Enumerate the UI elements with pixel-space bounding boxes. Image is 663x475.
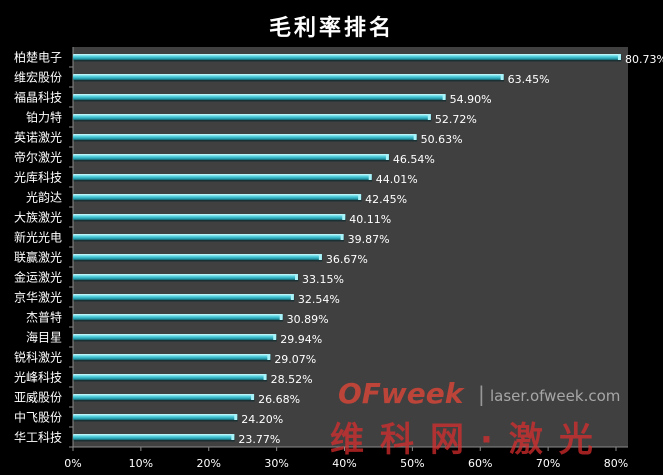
bar bbox=[73, 94, 446, 100]
x-tick-label: 10% bbox=[129, 457, 153, 470]
bar-cap bbox=[427, 114, 431, 120]
category-label: 锐科激光 bbox=[14, 351, 62, 365]
bar-cap bbox=[385, 154, 389, 160]
value-label: 63.45% bbox=[508, 73, 550, 86]
bar bbox=[73, 334, 277, 340]
bar-cap bbox=[267, 354, 271, 360]
value-label: 52.72% bbox=[435, 113, 477, 126]
category-label: 柏楚电子 bbox=[14, 50, 62, 65]
bar-cap bbox=[500, 74, 504, 80]
category-label: 维宏股份 bbox=[14, 70, 62, 85]
value-label: 54.90% bbox=[450, 93, 492, 106]
bar bbox=[73, 54, 621, 60]
category-label: 英诺激光 bbox=[14, 131, 62, 145]
bar bbox=[73, 414, 238, 420]
bar-cap bbox=[340, 234, 344, 240]
x-tick-label: 20% bbox=[197, 457, 221, 470]
x-tick-label: 0% bbox=[64, 457, 81, 470]
category-label: 新光光电 bbox=[14, 230, 62, 245]
category-label: 联赢激光 bbox=[14, 250, 62, 265]
bar-cap bbox=[442, 94, 446, 100]
bar bbox=[73, 274, 299, 280]
value-label: 80.73% bbox=[625, 53, 663, 66]
x-tick-label: 30% bbox=[264, 457, 288, 470]
bar-cap bbox=[368, 174, 372, 180]
x-tick-label: 80% bbox=[604, 457, 628, 470]
category-label: 中飞股份 bbox=[14, 410, 62, 425]
x-tick-label: 60% bbox=[468, 457, 492, 470]
bar bbox=[73, 394, 255, 400]
value-label: 29.07% bbox=[274, 353, 316, 366]
bar-cap bbox=[318, 254, 322, 260]
value-label: 24.20% bbox=[241, 413, 283, 426]
bar bbox=[73, 294, 294, 300]
bar-cap bbox=[413, 134, 417, 140]
x-tick-label: 40% bbox=[332, 457, 356, 470]
bar bbox=[73, 174, 372, 180]
bar bbox=[73, 234, 344, 240]
category-label: 华工科技 bbox=[14, 431, 62, 445]
category-label: 亚威股份 bbox=[14, 391, 62, 405]
value-label: 50.63% bbox=[421, 133, 463, 146]
value-label: 39.87% bbox=[348, 233, 390, 246]
category-label: 光库科技 bbox=[14, 170, 62, 185]
value-label: 40.11% bbox=[349, 213, 391, 226]
category-label: 杰普特 bbox=[26, 310, 62, 325]
value-label: 28.52% bbox=[271, 373, 313, 386]
plot-area bbox=[73, 47, 628, 447]
category-label: 大族激光 bbox=[14, 211, 62, 225]
category-label: 铂力特 bbox=[26, 110, 62, 125]
bar-cap bbox=[234, 414, 238, 420]
value-label: 36.67% bbox=[326, 253, 368, 266]
x-tick-label: 70% bbox=[536, 457, 560, 470]
bar bbox=[73, 74, 504, 80]
value-label: 23.77% bbox=[238, 433, 280, 446]
value-label: 30.89% bbox=[287, 313, 329, 326]
value-label: 33.15% bbox=[302, 273, 344, 286]
bar bbox=[73, 134, 417, 140]
value-label: 42.45% bbox=[365, 193, 407, 206]
category-label: 福晶科技 bbox=[14, 90, 62, 105]
bar bbox=[73, 254, 322, 260]
bar bbox=[73, 374, 267, 380]
bar-cap bbox=[342, 214, 346, 220]
bar-cap bbox=[617, 54, 621, 60]
bar bbox=[73, 214, 346, 220]
value-label: 44.01% bbox=[376, 173, 418, 186]
value-label: 46.54% bbox=[393, 153, 435, 166]
category-label: 光峰科技 bbox=[14, 371, 62, 385]
bar-cap bbox=[295, 274, 299, 280]
bar-cap bbox=[273, 334, 277, 340]
category-label: 京华激光 bbox=[14, 291, 62, 305]
category-label: 海目星 bbox=[26, 330, 62, 345]
bar-cap bbox=[290, 294, 294, 300]
bar-cap bbox=[263, 374, 267, 380]
bar bbox=[73, 354, 271, 360]
bar-cap bbox=[358, 194, 362, 200]
category-label: 光韵达 bbox=[26, 190, 62, 205]
x-tick-label: 50% bbox=[400, 457, 424, 470]
value-label: 26.68% bbox=[258, 393, 300, 406]
bar-cap bbox=[231, 434, 235, 440]
chart-title: 毛利率排名 bbox=[268, 16, 394, 41]
bar bbox=[73, 314, 283, 320]
category-label: 帝尔激光 bbox=[14, 150, 62, 165]
bar bbox=[73, 194, 362, 200]
bar bbox=[73, 154, 389, 160]
category-label: 金运激光 bbox=[14, 270, 62, 285]
value-label: 32.54% bbox=[298, 293, 340, 306]
bar-cap bbox=[251, 394, 255, 400]
bar-cap bbox=[279, 314, 283, 320]
bar bbox=[73, 434, 235, 440]
bar bbox=[73, 114, 431, 120]
value-label: 29.94% bbox=[280, 333, 322, 346]
